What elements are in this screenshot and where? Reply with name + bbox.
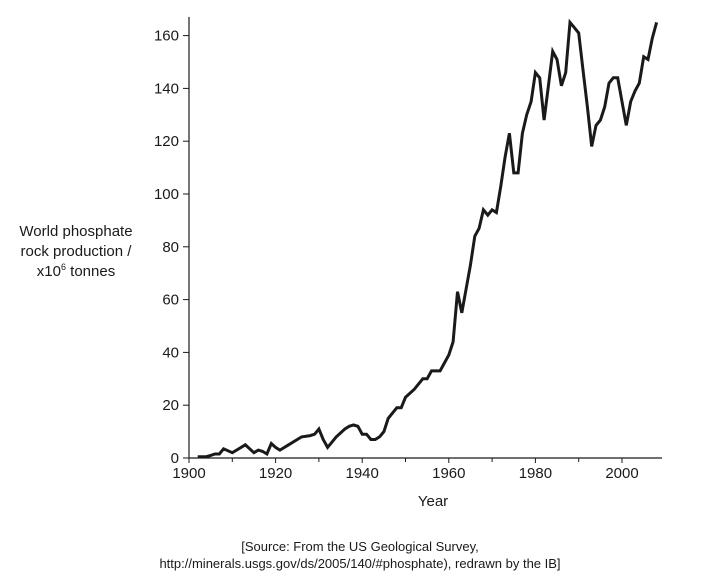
y-axis-title-exponent: 6 — [61, 262, 66, 272]
source-line-1: [Source: From the US Geological Survey, — [241, 539, 479, 554]
ticks: 0 20 40 60 80 100 120 140 160 1900 1920 1940 1960 198… — [154, 28, 639, 482]
y-tick-label-140: 140 — [154, 80, 179, 97]
x-tick-label-1980: 1980 — [519, 465, 552, 482]
y-tick-label-40: 40 — [162, 344, 179, 361]
series — [197, 18, 659, 459]
axes — [188, 17, 662, 459]
y-tick-label-100: 100 — [154, 186, 179, 203]
y-tick-label-120: 120 — [154, 133, 179, 150]
x-tick-label-2000: 2000 — [605, 465, 638, 482]
y-axis-title-line-1: World phosphate — [19, 223, 132, 240]
y-axis-title-line-3: x106 tonnes — [37, 262, 115, 280]
y-axis-title-unit: tonnes — [66, 263, 115, 280]
y-tick-label-20: 20 — [162, 397, 179, 414]
y-axis-title: World phosphate rock production / x106 t… — [19, 223, 132, 280]
series-line-0 — [197, 18, 659, 459]
x-tick-label-1900: 1900 — [172, 465, 205, 482]
x-tick-label-1960: 1960 — [432, 465, 465, 482]
y-tick-label-0: 0 — [171, 450, 179, 467]
y-axis-title-multiplier: x10 — [37, 263, 61, 280]
y-axis-title-line-2: rock production / — [21, 243, 133, 260]
x-tick-label-1940: 1940 — [346, 465, 379, 482]
y-tick-label-160: 160 — [154, 28, 179, 45]
x-axis-title: Year — [418, 493, 448, 510]
x-tick-label-1920: 1920 — [259, 465, 292, 482]
y-tick-label-60: 60 — [162, 292, 179, 309]
source-citation: [Source: From the US Geological Survey, … — [0, 538, 720, 572]
source-line-2: http://minerals.usgs.gov/ds/2005/140/#ph… — [159, 556, 561, 571]
y-tick-label-80: 80 — [162, 239, 179, 256]
